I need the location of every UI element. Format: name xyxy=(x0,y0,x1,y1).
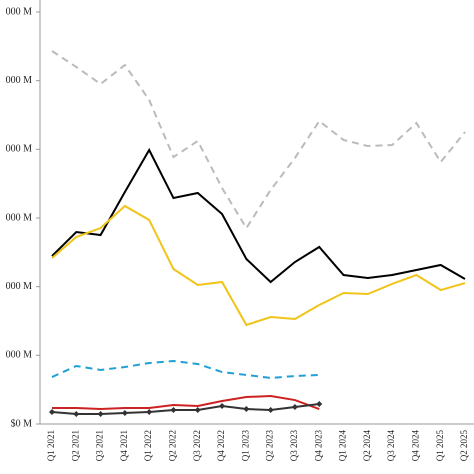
x-tick-label: Q2 2023 xyxy=(265,430,275,462)
series-line xyxy=(51,147,466,284)
series-line xyxy=(51,403,320,415)
marker xyxy=(121,410,128,417)
x-tick-label: Q3 2024 xyxy=(386,430,396,462)
y-tick-label: $0 M xyxy=(11,418,33,429)
x-tick-label: Q4 2023 xyxy=(313,430,323,462)
marker xyxy=(267,406,274,413)
marker xyxy=(170,406,177,413)
x-tick-label: Q2 2022 xyxy=(168,430,178,461)
marker xyxy=(194,406,201,413)
x-tick-label: Q1 2022 xyxy=(143,430,153,461)
marker xyxy=(97,410,104,417)
x-tick-label: Q3 2023 xyxy=(289,430,299,462)
marker xyxy=(243,406,250,413)
marker xyxy=(219,403,226,410)
y-tick-label: 000 M xyxy=(6,75,33,86)
x-tick-label: Q2 2025 xyxy=(459,430,469,462)
y-tick-label: 000 M xyxy=(6,144,33,155)
marker xyxy=(316,401,323,408)
y-tick-label: 000 M xyxy=(6,212,33,223)
x-tick-label: Q1 2024 xyxy=(338,430,348,462)
x-tick-label: Q4 2022 xyxy=(216,430,226,461)
marker xyxy=(49,408,55,415)
x-tick-label: Q1 2021 xyxy=(46,430,56,461)
x-tick-label: Q2 2021 xyxy=(70,430,80,461)
series-line xyxy=(52,394,320,411)
series-line xyxy=(51,360,320,379)
marker xyxy=(146,408,153,415)
x-tick-label: Q4 2021 xyxy=(119,430,129,461)
x-tick-label: Q2 2024 xyxy=(362,430,372,462)
series-line xyxy=(51,50,466,230)
x-tick-label: Q3 2022 xyxy=(192,430,202,461)
marker xyxy=(291,403,298,410)
y-tick-label: 000 M xyxy=(6,350,33,361)
series-line xyxy=(51,204,466,327)
y-tick-label: 000 M xyxy=(6,281,33,292)
x-tick-label: Q3 2021 xyxy=(95,430,105,461)
y-tick-label: 000 M xyxy=(6,6,33,17)
x-tick-label: Q1 2023 xyxy=(240,430,250,462)
marker xyxy=(73,410,80,417)
x-tick-label: Q4 2024 xyxy=(410,430,420,462)
x-tick-label: Q1 2025 xyxy=(435,430,445,462)
